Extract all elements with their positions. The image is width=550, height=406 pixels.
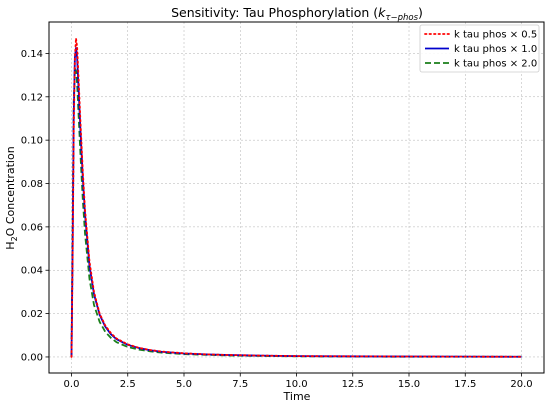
x-axis-label: Time bbox=[283, 390, 311, 403]
y-tick-label: 0.02 bbox=[21, 309, 43, 320]
x-tick-label: 0.0 bbox=[64, 379, 80, 390]
x-tick-label: 2.5 bbox=[120, 379, 136, 390]
y-tick-label: 0.08 bbox=[21, 179, 43, 190]
x-tick-label: 12.5 bbox=[342, 379, 364, 390]
y-tick-label: 0.00 bbox=[21, 352, 43, 363]
y-axis-label-rest: Concentration bbox=[4, 146, 17, 227]
x-tick-label: 15.0 bbox=[398, 379, 420, 390]
y-tick-label: 0.06 bbox=[21, 222, 43, 233]
x-tick-label: 20.0 bbox=[510, 379, 532, 390]
chart-title-close: ) bbox=[418, 5, 423, 20]
x-tick-label: 5.0 bbox=[176, 379, 192, 390]
series-lines bbox=[70, 37, 523, 358]
chart-title-math-k: k bbox=[378, 5, 386, 20]
y-axis-label-h: H bbox=[4, 241, 17, 249]
x-tick-label: 7.5 bbox=[232, 379, 248, 390]
legend-label-1: k tau phos × 1.0 bbox=[454, 44, 537, 55]
legend-label-0: k tau phos × 0.5 bbox=[454, 30, 537, 41]
legend-label-2: k tau phos × 2.0 bbox=[454, 59, 537, 70]
chart-title-main: Sensitivity: Tau Phosphorylation ( bbox=[171, 5, 378, 20]
y-axis-label-sub: 2 bbox=[10, 236, 19, 241]
x-tick-label: 17.5 bbox=[454, 379, 476, 390]
y-axis-label-o: O bbox=[4, 227, 17, 236]
chart-title: Sensitivity: Tau Phosphorylation (kτ−pho… bbox=[171, 5, 423, 23]
chart-title-math-sub: τ−phos bbox=[385, 13, 418, 23]
series-line-0 bbox=[70, 37, 523, 358]
y-tick-label: 0.10 bbox=[21, 136, 43, 147]
y-axis-label: H2O Concentration bbox=[4, 146, 19, 249]
y-tick-label: 0.12 bbox=[21, 92, 43, 103]
legend-box bbox=[419, 24, 540, 73]
legend: k tau phos × 0.5 k tau phos × 1.0 k tau ph… bbox=[419, 24, 540, 73]
y-tick-label: 0.14 bbox=[21, 49, 43, 60]
x-tick-label: 10.0 bbox=[285, 379, 307, 390]
x-axis-ticks: 0.0 2.5 5.0 7.5 10.0 12.5 15.0 17.5 20.0 bbox=[64, 373, 533, 390]
y-tick-label: 0.04 bbox=[21, 266, 43, 277]
y-axis-ticks: 0.00 0.02 0.04 0.06 0.08 0.10 0.12 0.14 bbox=[21, 49, 49, 363]
